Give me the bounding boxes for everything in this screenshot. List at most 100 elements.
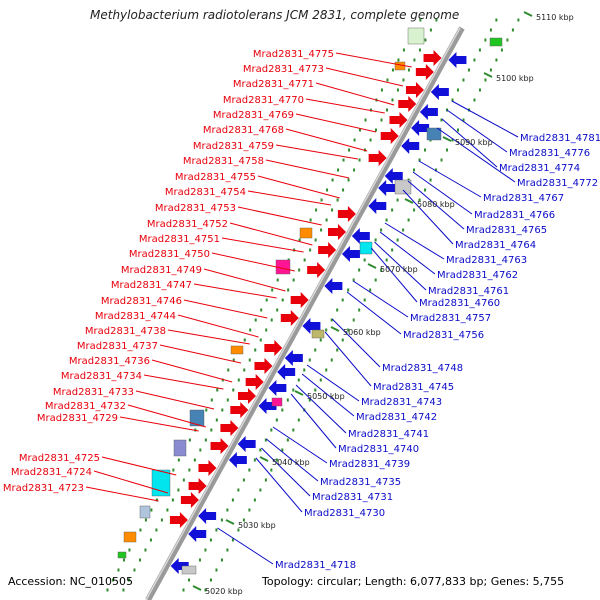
map-title: Methylobacterium radiotolerans JCM 2831,… [90, 8, 460, 22]
kbp-tick-mark [259, 456, 269, 462]
track-dot [337, 168, 340, 172]
forward-label-leader [257, 175, 340, 199]
reverse-gene-label: Mrad2831_4762 [437, 270, 518, 281]
forward-gene-arrow [237, 388, 256, 404]
reverse-label-leader [418, 160, 482, 198]
forward-gene-label: Mrad2831_4751 [139, 234, 220, 245]
forward-gene-arrow [245, 374, 264, 390]
reverse-gene-arrow [277, 364, 296, 380]
forward-gene-label: Mrad2831_4773 [243, 64, 324, 75]
kbp-tick-mark [523, 11, 533, 17]
track-dot [419, 18, 422, 22]
forward-gene-label: Mrad2831_4724 [11, 467, 92, 478]
forward-label-leader [315, 82, 395, 106]
track-dot [391, 68, 394, 72]
track-dot [446, 148, 449, 152]
track-dot [380, 118, 383, 122]
reverse-gene-label: Mrad2831_4772 [517, 178, 598, 189]
reverse-label-leader [255, 457, 303, 513]
track-dot [265, 328, 268, 332]
reverse-label-leader [266, 438, 319, 482]
track-dot [210, 398, 213, 402]
reverse-gene-arrow [237, 436, 256, 452]
gene-box [139, 505, 151, 519]
track-dot [220, 558, 223, 562]
track-dot [232, 358, 235, 362]
track-dot [418, 48, 421, 52]
track-dot [155, 498, 158, 502]
track-dot [232, 388, 235, 392]
track-dot [226, 398, 229, 402]
forward-gene-arrow [290, 292, 309, 308]
track-dot [462, 118, 465, 122]
track-dot [385, 108, 388, 112]
forward-label-leader [295, 113, 377, 133]
reverse-label-leader [346, 291, 402, 335]
track-dot [253, 498, 256, 502]
track-dot [320, 228, 323, 232]
track-dot [451, 98, 454, 102]
forward-gene-arrow [188, 478, 207, 494]
track-dot [325, 328, 328, 332]
track-dot [380, 88, 383, 92]
forward-gene-arrow [169, 512, 188, 528]
track-dot [149, 538, 152, 542]
reverse-gene-arrow [430, 84, 449, 100]
track-dot [215, 568, 218, 572]
forward-gene-label: Mrad2831_4775 [253, 49, 334, 60]
forward-gene-arrow [180, 492, 199, 508]
reverse-gene-arrow [228, 452, 247, 468]
reverse-gene-label: Mrad2831_4766 [474, 210, 555, 221]
track-dot [259, 338, 262, 342]
reverse-label-leader [295, 384, 347, 434]
reverse-label-leader [306, 364, 360, 402]
reverse-gene-label: Mrad2831_4743 [361, 397, 442, 408]
track-dot [122, 558, 125, 562]
forward-gene-label: Mrad2831_4734 [61, 371, 142, 382]
track-dot [391, 248, 394, 252]
track-dot [369, 138, 372, 142]
track-dot [440, 158, 443, 162]
reverse-gene-arrow [324, 278, 343, 294]
track-dot [226, 508, 229, 512]
reverse-gene-label: Mrad2831_4748 [382, 363, 463, 374]
kbp-tick-mark [192, 585, 202, 591]
track-dot [210, 428, 213, 432]
forward-label-leader [85, 486, 159, 502]
reverse-gene-label: Mrad2831_4760 [419, 298, 500, 309]
track-dot [358, 308, 361, 312]
forward-gene-label: Mrad2831_4746 [101, 296, 182, 307]
forward-label-leader [159, 344, 242, 364]
forward-label-leader [127, 404, 206, 428]
reverse-label-leader [407, 180, 465, 230]
gene-features [117, 27, 503, 575]
track-dot [226, 548, 229, 552]
track-dot [209, 578, 212, 582]
reverse-gene-label: Mrad2831_4741 [348, 429, 429, 440]
track-dot [359, 128, 362, 132]
track-dot [242, 518, 245, 522]
track-dot [331, 208, 334, 212]
forward-gene-arrow [405, 82, 424, 98]
track-dot [275, 458, 278, 462]
gene-box [230, 345, 244, 355]
kbp-tick-label: 5040 kbp [272, 458, 310, 467]
forward-gene-arrow [415, 64, 434, 80]
topology-label: Topology: circular; Length: 6,077,833 bp… [262, 575, 565, 588]
track-dot [407, 68, 410, 72]
track-dot [331, 178, 334, 182]
forward-label-leader [265, 159, 350, 179]
forward-gene-label: Mrad2831_4729 [37, 413, 118, 424]
track-dot [205, 408, 208, 412]
track-dot [385, 258, 388, 262]
track-dot [133, 568, 136, 572]
reverse-label-leader [272, 426, 328, 464]
gene-box [489, 37, 503, 47]
kbp-tick-label: 5020 kbp [205, 587, 243, 596]
kbp-tick-label: 5050 kbp [307, 392, 345, 401]
track-dot [473, 58, 476, 62]
forward-label-leader [167, 329, 250, 345]
reverse-gene-label: Mrad2831_4774 [499, 163, 580, 174]
track-dot [347, 328, 350, 332]
